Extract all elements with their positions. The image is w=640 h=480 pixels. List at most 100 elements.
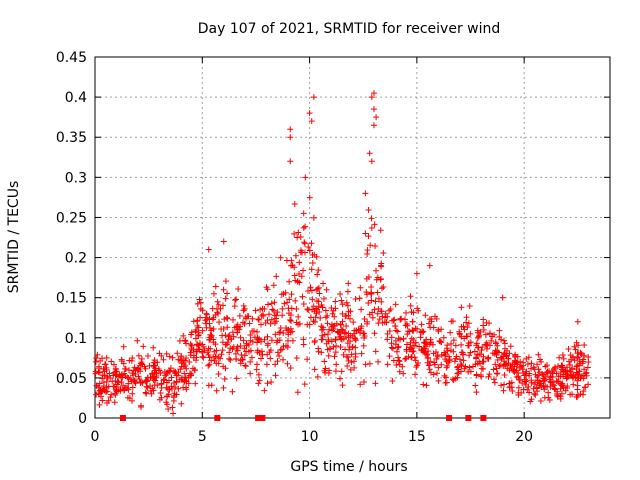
- data-point: [500, 387, 507, 394]
- data-point: [174, 350, 181, 357]
- data-point: [527, 365, 534, 372]
- data-point: [458, 304, 465, 311]
- data-point: [573, 393, 580, 400]
- data-point: [251, 334, 258, 341]
- data-point: [322, 314, 329, 321]
- data-point: [435, 364, 442, 371]
- data-point: [134, 337, 141, 344]
- data-point: [162, 372, 169, 379]
- data-point: [392, 337, 399, 344]
- data-point: [356, 295, 363, 302]
- data-point: [566, 358, 573, 365]
- data-point: [132, 367, 139, 374]
- data-point: [239, 356, 246, 363]
- data-point: [311, 337, 318, 344]
- data-point: [121, 366, 128, 373]
- data-point: [403, 346, 410, 353]
- data-point: [261, 336, 268, 343]
- data-point: [94, 351, 101, 358]
- data-point: [315, 298, 322, 305]
- data-point: [438, 326, 445, 333]
- data-point: [199, 307, 206, 314]
- data-point: [542, 363, 549, 370]
- data-point: [287, 158, 294, 165]
- data-point: [167, 368, 174, 375]
- data-point: [177, 366, 184, 373]
- data-point: [264, 333, 271, 340]
- data-point: [218, 351, 225, 358]
- zero-marker: [119, 415, 126, 421]
- data-point: [362, 190, 369, 197]
- data-point: [493, 340, 500, 347]
- data-point: [394, 344, 401, 351]
- y-tick-label: 0.15: [56, 291, 87, 307]
- data-point: [337, 291, 344, 298]
- data-point: [471, 348, 478, 355]
- data-point: [486, 330, 493, 337]
- data-point: [301, 239, 308, 246]
- data-point: [516, 364, 523, 371]
- y-axis-ticks: 0 0.05 0.1 0.15 0.2 0.25 0.3 0.35 0.4 0.45: [56, 50, 610, 427]
- zero-marker: [214, 415, 221, 421]
- data-point: [276, 353, 283, 360]
- data-point: [332, 336, 339, 343]
- data-point: [365, 233, 372, 240]
- data-point: [420, 328, 427, 335]
- data-point: [554, 378, 561, 385]
- data-point: [324, 320, 331, 327]
- data-point: [484, 355, 491, 362]
- data-point: [131, 364, 138, 371]
- data-point: [500, 362, 507, 369]
- data-point: [213, 305, 220, 312]
- data-point: [270, 307, 277, 314]
- data-point: [374, 310, 381, 317]
- data-point: [291, 200, 298, 207]
- data-point: [209, 316, 216, 323]
- data-point: [482, 331, 489, 338]
- data-point: [331, 322, 338, 329]
- data-point: [455, 370, 462, 377]
- data-point: [176, 337, 183, 344]
- data-point: [226, 349, 233, 356]
- data-point: [243, 348, 250, 355]
- y-tick-label: 0.35: [56, 130, 87, 146]
- data-point: [192, 328, 199, 335]
- data-point: [199, 327, 206, 334]
- data-point: [372, 243, 379, 250]
- data-point: [370, 122, 377, 129]
- data-point: [300, 336, 307, 343]
- data-point: [444, 348, 451, 355]
- data-point: [96, 365, 103, 372]
- data-point: [389, 378, 396, 385]
- data-point: [573, 369, 580, 376]
- data-point: [200, 354, 207, 361]
- data-point: [267, 320, 274, 327]
- data-point: [237, 343, 244, 350]
- data-point: [444, 342, 451, 349]
- data-point: [370, 106, 377, 113]
- data-point: [388, 334, 395, 341]
- data-point: [247, 337, 254, 344]
- data-point: [243, 340, 250, 347]
- data-point: [402, 322, 409, 329]
- data-point: [274, 358, 281, 365]
- data-point: [262, 320, 269, 327]
- data-point: [531, 366, 538, 373]
- data-point: [220, 286, 227, 293]
- data-point: [499, 294, 506, 301]
- y-tick-label: 0.1: [65, 331, 87, 347]
- data-point: [566, 361, 573, 368]
- data-point: [147, 388, 154, 395]
- data-point: [215, 301, 222, 308]
- data-point: [106, 370, 113, 377]
- data-point: [554, 393, 561, 400]
- data-point: [268, 316, 275, 323]
- data-point: [309, 260, 316, 267]
- data-point: [410, 348, 417, 355]
- data-point: [295, 321, 302, 328]
- data-point: [339, 310, 346, 317]
- data-point: [378, 298, 385, 305]
- data-point: [339, 301, 346, 308]
- data-point: [273, 315, 280, 322]
- zero-markers: [119, 415, 487, 421]
